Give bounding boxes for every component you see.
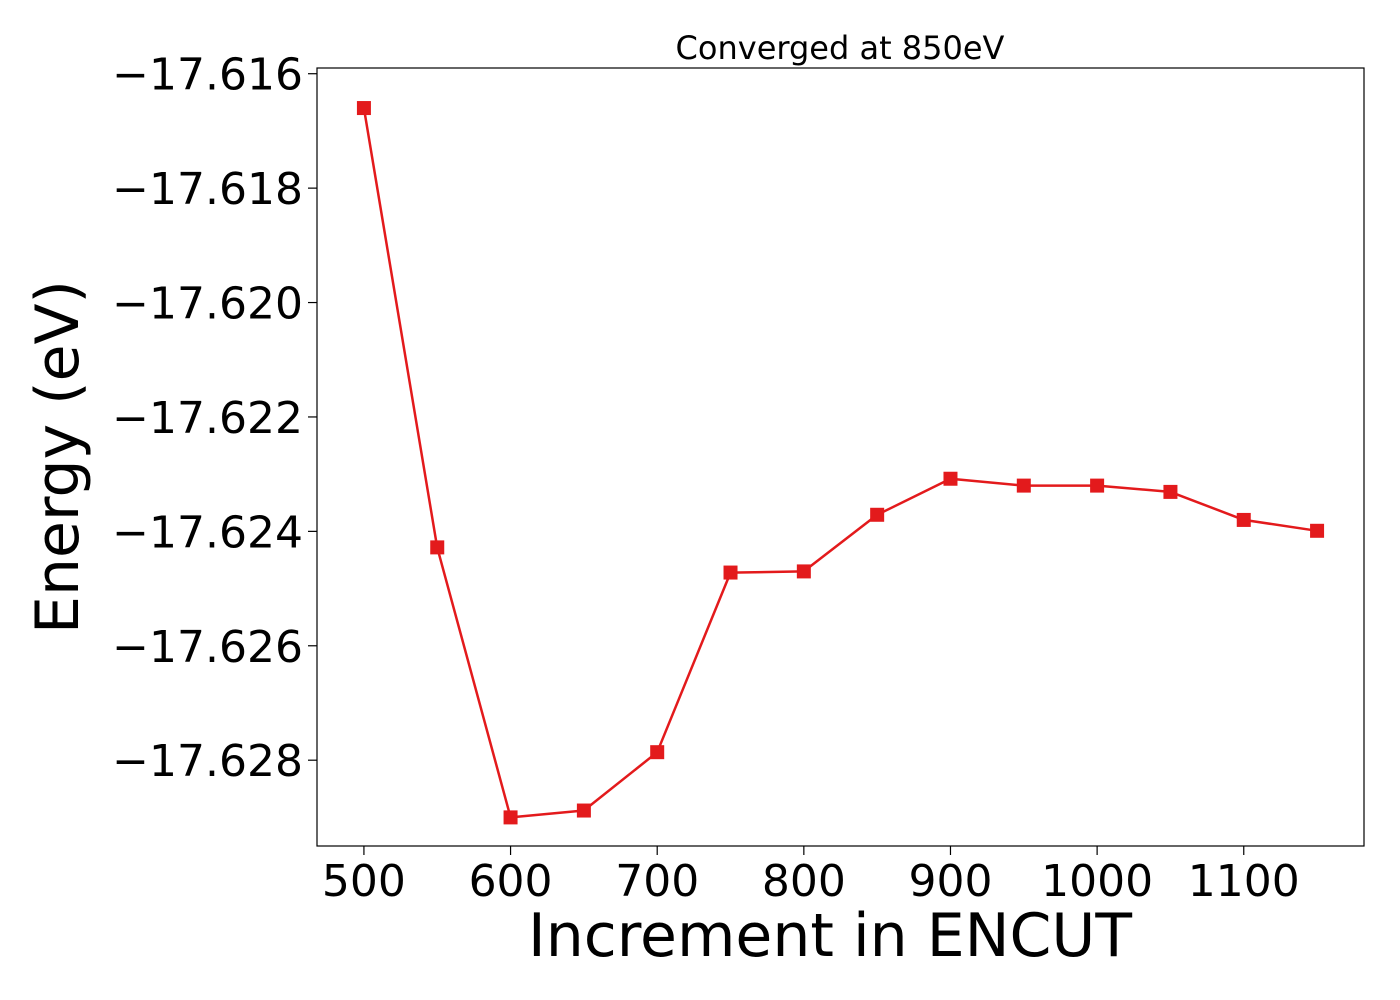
chart-title: Converged at 850eV xyxy=(676,29,1005,67)
data-point-marker xyxy=(356,101,371,116)
data-point-marker xyxy=(870,507,885,522)
y-tick-label: −17.624 xyxy=(112,507,303,558)
x-tick-label: 900 xyxy=(908,856,992,907)
data-point-marker xyxy=(796,564,811,579)
data-point-marker xyxy=(503,810,518,825)
x-tick-label: 1000 xyxy=(1041,856,1153,907)
data-point-marker xyxy=(1236,512,1251,527)
y-axis: −17.616 −17.618 −17.620 −17.622 −17.624 −17.6… xyxy=(112,50,317,787)
x-tick-label: 500 xyxy=(322,856,406,907)
data-point-marker xyxy=(723,565,738,580)
y-tick-label: −17.622 xyxy=(112,393,303,444)
series-line xyxy=(362,107,1318,819)
x-tick-label: 600 xyxy=(469,856,553,907)
y-tick-label: −17.620 xyxy=(112,279,303,330)
x-tick-label: 800 xyxy=(762,856,846,907)
data-point-marker xyxy=(1016,478,1031,493)
x-tick-label: 700 xyxy=(615,856,699,907)
data-point-marker xyxy=(1163,484,1178,499)
y-axis-title: Energy (eV) xyxy=(23,280,93,634)
y-tick-label: −17.628 xyxy=(112,736,303,787)
y-tick-label: −17.618 xyxy=(112,164,303,215)
y-tick-label: −17.616 xyxy=(112,50,303,101)
x-tick-label: 1100 xyxy=(1188,856,1300,907)
data-point-marker xyxy=(1090,478,1105,493)
plot-frame xyxy=(316,67,1365,847)
y-tick-label: −17.626 xyxy=(112,622,303,673)
data-point-marker xyxy=(576,803,591,818)
data-point-marker xyxy=(1310,523,1325,538)
data-point-marker xyxy=(430,540,445,555)
x-axis-title: Increment in ENCUT xyxy=(528,901,1132,971)
x-axis: 500 600 700 800 900 1000 1100 xyxy=(322,846,1300,907)
data-point-marker xyxy=(650,745,665,760)
series-layer xyxy=(356,101,1325,825)
data-point-marker xyxy=(943,471,958,486)
